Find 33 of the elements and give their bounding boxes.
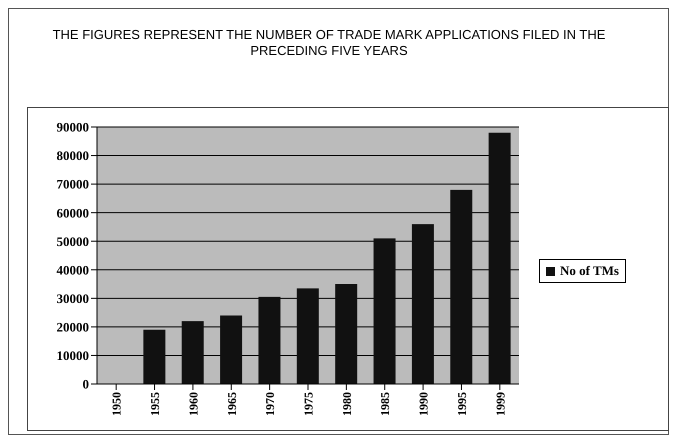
bar — [182, 321, 204, 384]
x-tick-label: 1960 — [186, 392, 200, 416]
x-tick-label: 1950 — [110, 392, 124, 416]
bar — [335, 284, 358, 384]
bar — [412, 224, 434, 384]
bar — [143, 330, 166, 384]
x-tick-label: 1999 — [493, 392, 508, 416]
y-tick-label: 80000 — [56, 148, 89, 164]
y-tick-label: 30000 — [56, 290, 89, 306]
bar — [374, 238, 396, 384]
x-tick-label: 1980 — [340, 392, 354, 416]
bar — [258, 296, 280, 384]
x-tick-label: 1985 — [378, 392, 392, 416]
x-tick-label: 1995 — [454, 392, 469, 416]
x-tick-label: 1965 — [224, 392, 239, 416]
y-tick-label: 40000 — [56, 262, 89, 278]
bar — [220, 315, 242, 384]
bar — [488, 132, 511, 384]
y-tick-label: 60000 — [56, 205, 89, 220]
x-tick-label: 1970 — [263, 392, 278, 416]
x-tick-label: 1975 — [302, 392, 316, 416]
y-tick-label: 50000 — [56, 234, 89, 249]
chart-title: THE FIGURES REPRESENT THE NUMBER OF TRADE MARK APPLICATIONS FILED IN THE PRECEDING FIVE YEARS — [52, 27, 606, 59]
legend-label: No of TMs — [559, 263, 619, 279]
y-tick-label: 70000 — [56, 176, 89, 192]
y-tick-label: 0 — [82, 376, 89, 392]
x-tick-label: 1955 — [148, 392, 162, 416]
bar — [296, 288, 319, 384]
y-tick-label: 90000 — [56, 120, 89, 135]
y-tick-label: 10000 — [56, 348, 89, 364]
y-tick-label: 20000 — [56, 320, 89, 335]
bar — [450, 190, 472, 384]
x-tick-label: 1990 — [416, 392, 431, 416]
